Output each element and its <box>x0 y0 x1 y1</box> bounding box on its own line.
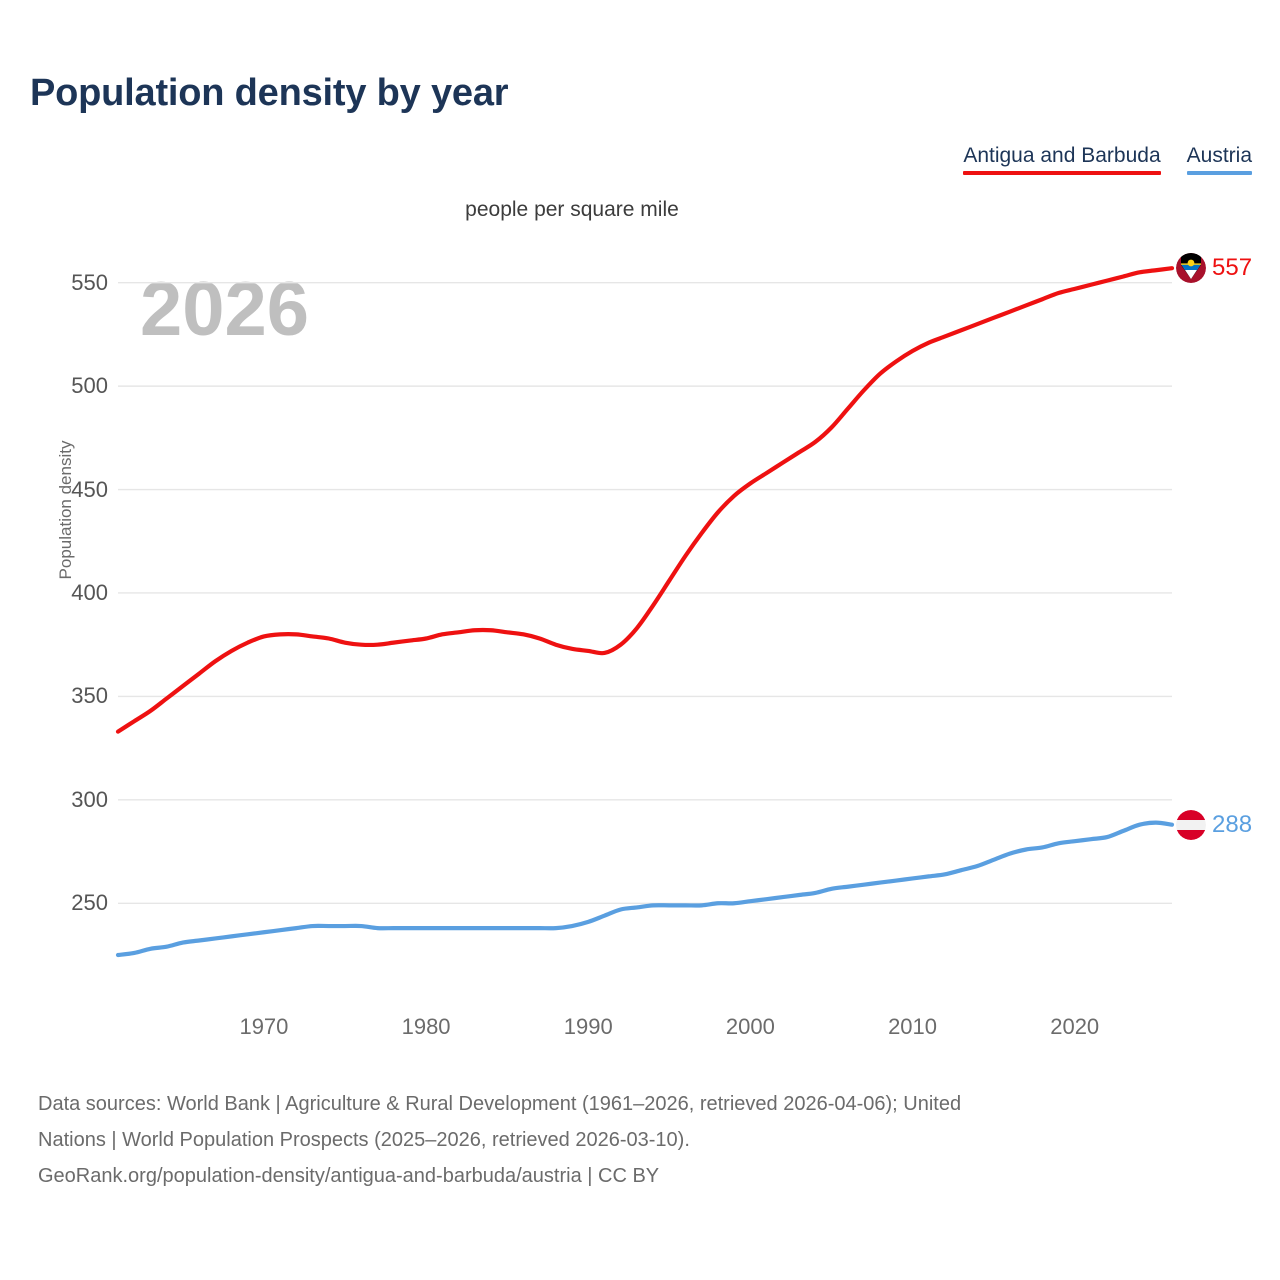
x-axis-tick-label: 1980 <box>401 1014 451 1039</box>
legend-item-austria[interactable]: Austria <box>1186 144 1252 175</box>
x-axis-tick-label: 2000 <box>725 1014 775 1039</box>
footer-line-2: Nations | World Population Prospects (20… <box>38 1129 690 1151</box>
end-value-label: 288 <box>1212 810 1253 838</box>
footer-line-1: Data sources: World Bank | Agriculture &… <box>38 1093 962 1115</box>
legend-color-swatch-red <box>963 171 1161 175</box>
y-axis-tick-label: 500 <box>71 373 108 399</box>
x-axis-tick-label: 2010 <box>888 1014 938 1039</box>
y-axis-tick-label: 450 <box>71 476 108 502</box>
gridlines <box>118 281 1172 904</box>
footer-line-3: GeoRank.org/population-density/antigua-a… <box>38 1165 660 1187</box>
year-watermark: 2026 <box>140 267 310 352</box>
x-axis-tick-label: 1990 <box>563 1014 613 1039</box>
end-marker-austria[interactable]: 288 <box>1176 809 1253 840</box>
legend-item-label: Austria <box>1186 144 1252 167</box>
x-axis-tick-label: 1970 <box>239 1014 289 1039</box>
chart-subtitle: people per square mile <box>465 198 679 221</box>
series-line-austria <box>115 820 1175 958</box>
y-axis-tick-label: 250 <box>71 890 108 916</box>
y-axis-tick-label: 350 <box>71 683 108 709</box>
page-title: Population density by year <box>30 72 509 114</box>
legend-item-antigua-and-barbuda[interactable]: Antigua and Barbuda <box>963 144 1161 175</box>
y-axis-tick-label: 300 <box>71 786 108 812</box>
austria-flag-icon <box>1176 809 1206 840</box>
legend-item-label: Antigua and Barbuda <box>963 144 1161 167</box>
y-axis-tick-label: 550 <box>71 269 108 295</box>
chart-legend: Antigua and Barbuda Austria <box>963 144 1252 175</box>
footer-sources: Data sources: World Bank | Agriculture &… <box>38 1086 1258 1194</box>
x-axis-tick-label: 2020 <box>1050 1014 1100 1039</box>
end-marker-antigua-and-barbuda[interactable]: 557 <box>1176 253 1253 284</box>
end-value-label: 557 <box>1212 254 1253 282</box>
series-lines <box>115 266 1175 958</box>
antigua-and-barbuda-flag-icon <box>1176 253 1206 284</box>
y-axis-tick-label: 400 <box>71 579 108 605</box>
legend-color-swatch-blue <box>1186 171 1252 175</box>
